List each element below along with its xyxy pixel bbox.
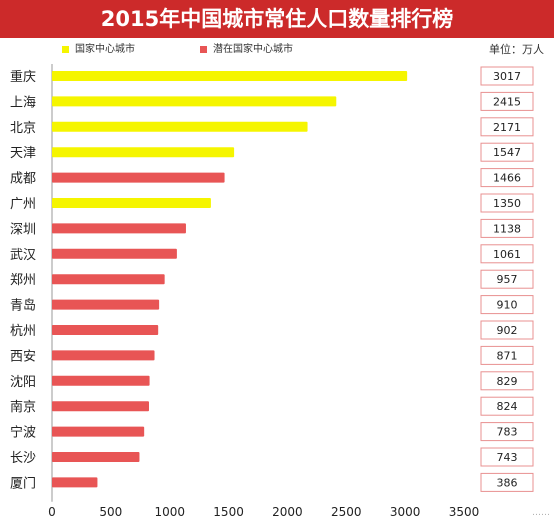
value-label: 1350 bbox=[493, 197, 521, 210]
bar bbox=[52, 248, 177, 259]
bar bbox=[52, 426, 145, 437]
value-label: 2171 bbox=[493, 121, 521, 134]
category-label: 武汉 bbox=[10, 248, 36, 263]
value-box bbox=[480, 117, 534, 137]
value-box bbox=[480, 447, 534, 467]
value-box bbox=[480, 168, 534, 188]
value-box bbox=[480, 345, 534, 365]
value-label: 783 bbox=[497, 426, 518, 439]
value-box bbox=[480, 244, 534, 264]
category-label: 西安 bbox=[10, 349, 36, 364]
category-label: 上海 bbox=[10, 95, 36, 110]
bar bbox=[52, 147, 235, 158]
bar bbox=[52, 223, 186, 234]
value-box bbox=[480, 472, 534, 492]
category-label: 郑州 bbox=[10, 273, 36, 288]
bar bbox=[52, 121, 308, 132]
bar bbox=[52, 477, 98, 488]
value-box bbox=[480, 193, 534, 213]
x-tick-label: 500 bbox=[99, 505, 122, 519]
value-label: 1547 bbox=[493, 146, 521, 159]
x-tick-label: 0 bbox=[48, 505, 56, 519]
category-label: 南京 bbox=[10, 399, 36, 415]
legend-label-national: 国家中心城市 bbox=[75, 44, 135, 55]
value-box bbox=[480, 422, 534, 442]
value-label: 871 bbox=[497, 349, 518, 362]
value-label: 3017 bbox=[493, 70, 521, 83]
category-label: 北京 bbox=[10, 121, 36, 136]
legend-swatch-potential bbox=[200, 45, 207, 53]
value-label: 386 bbox=[497, 476, 518, 489]
legend-item-national: 国家中心城市 bbox=[62, 42, 135, 58]
bar bbox=[52, 299, 160, 310]
category-label: 天津 bbox=[10, 146, 36, 161]
category-label: 杭州 bbox=[10, 324, 36, 339]
x-tick-label: 1500 bbox=[213, 505, 244, 519]
value-label: 910 bbox=[497, 299, 518, 312]
value-box bbox=[480, 66, 534, 86]
value-box bbox=[480, 320, 534, 340]
unit-label: 单位：万人 bbox=[489, 43, 544, 56]
value-box bbox=[480, 295, 534, 315]
category-label: 重庆 bbox=[10, 69, 36, 85]
category-label: 深圳 bbox=[10, 222, 36, 237]
legend-label-potential: 潜在国家中心城市 bbox=[213, 44, 293, 55]
category-label: 长沙 bbox=[10, 451, 36, 466]
category-label: 广州 bbox=[10, 197, 36, 212]
value-label: 1466 bbox=[493, 172, 521, 185]
value-label: 824 bbox=[497, 400, 518, 413]
value-box bbox=[480, 396, 534, 416]
watermark: …… bbox=[532, 508, 550, 518]
bar bbox=[52, 325, 159, 335]
bar bbox=[52, 96, 337, 107]
x-tick-label: 2000 bbox=[272, 505, 303, 519]
category-label: 成都 bbox=[10, 172, 36, 187]
value-label: 902 bbox=[497, 324, 518, 337]
legend-swatch-national bbox=[62, 45, 69, 53]
x-tick-label: 2500 bbox=[331, 505, 362, 519]
bar bbox=[52, 71, 408, 81]
bar bbox=[52, 452, 140, 462]
value-box bbox=[480, 269, 534, 289]
value-box bbox=[480, 218, 534, 238]
bar bbox=[52, 172, 225, 183]
bar bbox=[52, 274, 165, 285]
value-label: 829 bbox=[497, 375, 518, 388]
bar bbox=[52, 401, 149, 412]
x-tick-label: 1000 bbox=[154, 505, 185, 519]
value-label: 2415 bbox=[493, 95, 521, 108]
value-label: 1138 bbox=[493, 222, 521, 235]
x-tick-label: 3500 bbox=[449, 505, 480, 519]
bar bbox=[52, 375, 150, 386]
x-tick-label: 3000 bbox=[390, 505, 421, 519]
bar bbox=[52, 350, 155, 361]
category-label: 厦门 bbox=[10, 476, 36, 491]
bar bbox=[52, 198, 211, 208]
value-label: 957 bbox=[497, 273, 518, 286]
category-label: 沈阳 bbox=[10, 375, 36, 390]
value-label: 1061 bbox=[493, 248, 521, 261]
category-label: 宁波 bbox=[10, 425, 36, 441]
category-label: 青岛 bbox=[10, 298, 36, 314]
legend-item-potential: 潜在国家中心城市 bbox=[200, 42, 293, 58]
value-box bbox=[480, 91, 534, 111]
value-box bbox=[480, 142, 534, 162]
chart-title: 2015年中国城市常住人口数量排行榜 bbox=[0, 0, 554, 38]
value-label: 743 bbox=[497, 451, 518, 464]
value-box bbox=[480, 371, 534, 391]
